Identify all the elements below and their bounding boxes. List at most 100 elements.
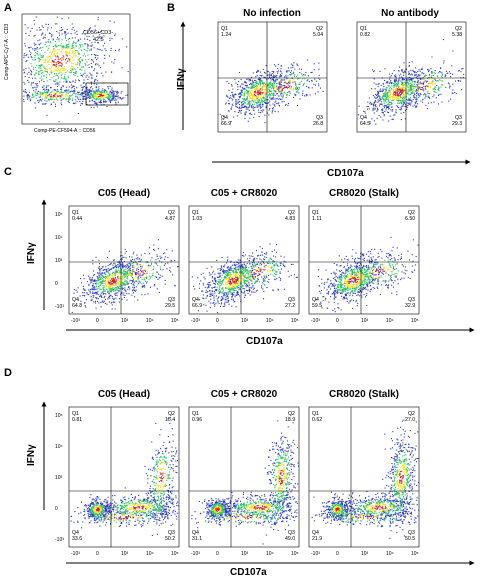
panel-d-plot-1: C05 (Head) Q1 0.81 Q2 15.4 Q3 50.2 Q4 33…: [55, 389, 180, 557]
panel-c-plot-1-q4-value: 64.8: [72, 303, 82, 309]
panel-c-plot-2-q1-value: 1.03: [192, 216, 202, 222]
panel-d-y-title: IFNγ: [26, 444, 37, 466]
panel-a-x-axis-label: Comp-PE-CF594-A :: CD56: [34, 128, 96, 134]
x-tick-label: 10³: [361, 551, 369, 557]
panel-c-plot-2-q2-label: Q2: [288, 210, 295, 216]
panel-d-plot-2-title: C05 + CR8020: [211, 389, 278, 400]
x-tick-label: 10⁴: [146, 318, 154, 324]
panel-d-plot-2-q2-label: Q2: [288, 411, 295, 417]
panel-d-plot-3-q1-value: 0.62: [312, 417, 322, 423]
panel-d-plot-1-q4-label: Q4: [72, 530, 79, 536]
panel-c-plot-3-q2-value: 6.50: [405, 216, 415, 222]
panel-b-plot-1-title: No infection: [243, 8, 301, 19]
panel-a-plot: CD56+CD3- 42.5 Comp-APC-Cy7-A :: CD3 Com…: [4, 13, 131, 134]
panel-b-plot-2-q3-label: Q3: [455, 115, 462, 121]
panel-b-plot-2-q2-label: Q2: [455, 26, 462, 32]
panel-b-plot-2-q1-label: Q1: [360, 26, 367, 32]
x-tick-label: 10³: [241, 551, 249, 557]
panel-c-plot-2-q1-label: Q1: [192, 210, 199, 216]
panel-d-plot-2-q3-value: 49.0: [285, 536, 295, 542]
x-tick-label: -10³: [311, 551, 320, 557]
panel-a-y-axis-label: Comp-APC-Cy7-A :: CD3: [4, 24, 10, 80]
panel-d-plot-1-q2-value: 15.4: [165, 417, 175, 423]
panel-d-plot-1-q2-label: Q2: [168, 411, 175, 417]
panel-d-plot-3-q4-label: Q4: [312, 530, 319, 536]
y-tick-label: 10⁴: [55, 235, 63, 241]
x-tick-label: 10⁴: [386, 318, 394, 324]
panel-c-plot-2-q2-value: 4.83: [285, 216, 295, 222]
x-tick-label: -10³: [71, 318, 80, 324]
panel-b-plot-1-q4-value: 66.9: [221, 121, 231, 127]
panel-c-plot-3-q2-label: Q2: [408, 210, 415, 216]
panel-c-plot-3-q4-label: Q4: [312, 297, 319, 303]
panel-b-plot-1-q1-value: 1.24: [221, 32, 231, 38]
panel-d-plot-3-q1-label: Q1: [312, 411, 319, 417]
panel-b-plot-1-q4-label: Q4: [221, 115, 228, 121]
panel-c-plot-3-q3-value: 32.9: [405, 303, 415, 309]
panel-b-plot-1-q3-value: 26.8: [313, 121, 323, 127]
panel-c-plot-1-q2-value: 4.87: [165, 216, 175, 222]
panel-a-letter: A: [4, 2, 12, 14]
panel-b-plot-1-q2-value: 5.04: [313, 32, 323, 38]
panel-d-plot-3-q3-value: 50.5: [405, 536, 415, 542]
x-tick-label: 10⁵: [171, 318, 179, 324]
x-tick-label: 10⁵: [411, 551, 419, 557]
panel-a-gate-label: CD56+CD3-: [83, 30, 113, 36]
panel-d-plot-2-q1-value: 0.96: [192, 417, 202, 423]
panel-b-plot-2-q1-value: 0.82: [360, 32, 370, 38]
y-tick-label: -10³: [55, 537, 64, 543]
panel-d-plot-3-q3-label: Q3: [408, 530, 415, 536]
panel-b-plot-2: No antibody Q1 0.82 Q2 5.38 Q3 29.3 Q4 6…: [356, 8, 467, 133]
panel-c-plot-1: C05 (Head) Q1 0.44 Q2 4.87 Q3 29.5 Q4 64…: [55, 188, 180, 324]
panel-d-plot-2-q4-label: Q4: [192, 530, 199, 536]
x-tick-label: 0: [336, 318, 339, 324]
y-tick-label: 0: [55, 506, 58, 512]
panel-c-plot-3-q3-label: Q3: [408, 297, 415, 303]
panel-c-plot-2-q3-value: 27.2: [285, 303, 295, 309]
panel-c-plot-3-q4-value: 59.5: [312, 303, 322, 309]
panel-d-plot-1-q1-label: Q1: [72, 411, 79, 417]
y-tick-label: 10³: [55, 475, 63, 481]
panel-b-y-title: IFNγ: [176, 68, 187, 90]
panel-c-plot-2: C05 + CR8020 Q1 1.03 Q2 4.83 Q3 27.2 Q4 …: [188, 188, 300, 324]
panel-b-plot-1: No infection Q1 1.24 Q2 5.04 Q3 26.8 Q4 …: [217, 8, 328, 133]
panel-b-plot-1-q3-label: Q3: [316, 115, 323, 121]
panel-d-plot-1-q3-value: 50.2: [165, 536, 175, 542]
panel-d-x-title: CD107a: [230, 567, 267, 577]
panel-c-plot-1-q4-label: Q4: [72, 297, 79, 303]
panel-d-plot-3-title: CR8020 (Stalk): [329, 389, 399, 400]
panel-c-y-title: IFNγ: [26, 242, 37, 264]
panel-d-plot-2-q4-value: 31.1: [192, 536, 202, 542]
panel-d-plot-1-q4-value: 33.6: [72, 536, 82, 542]
x-tick-label: 0: [96, 551, 99, 557]
x-tick-label: -10³: [191, 551, 200, 557]
x-tick-label: 0: [336, 551, 339, 557]
panel-c-letter: C: [4, 166, 12, 178]
x-tick-label: 10⁴: [266, 551, 274, 557]
y-tick-label: 10³: [55, 258, 63, 264]
panel-a-gate: [85, 82, 129, 106]
x-tick-label: 10⁴: [386, 551, 394, 557]
panel-b-plot-1-q2-label: Q2: [316, 26, 323, 32]
panel-b-plot-2-q3-value: 29.3: [452, 121, 462, 127]
panel-c-plot-2-q4-value: 66.9: [192, 303, 202, 309]
panel-c-plot-1-q2-label: Q2: [168, 210, 175, 216]
y-tick-label: 10⁵: [55, 212, 63, 218]
panel-c-plot-1-q3-value: 29.5: [165, 303, 175, 309]
panel-b-plot-2-q4-value: 64.5: [360, 121, 370, 127]
panel-c-x-title: CD107a: [246, 336, 283, 347]
x-tick-label: 0: [96, 318, 99, 324]
panel-b-plot-2-title: No antibody: [381, 8, 439, 19]
panel-d-plot-1-q1-value: 0.81: [72, 417, 82, 423]
x-tick-label: 10⁵: [411, 318, 419, 324]
x-tick-label: 10³: [121, 318, 129, 324]
panel-c-plot-3-q1-label: Q1: [312, 210, 319, 216]
panel-b-plot-2-q4-label: Q4: [360, 115, 367, 121]
x-tick-label: 0: [216, 318, 219, 324]
panel-c-plot-1-title: C05 (Head): [98, 188, 150, 199]
panel-c-plot-2-q4-label: Q4: [192, 297, 199, 303]
panel-b-letter: B: [167, 2, 175, 14]
x-tick-label: 10⁵: [291, 318, 299, 324]
panel-c-plot-2-title: C05 + CR8020: [211, 188, 278, 199]
